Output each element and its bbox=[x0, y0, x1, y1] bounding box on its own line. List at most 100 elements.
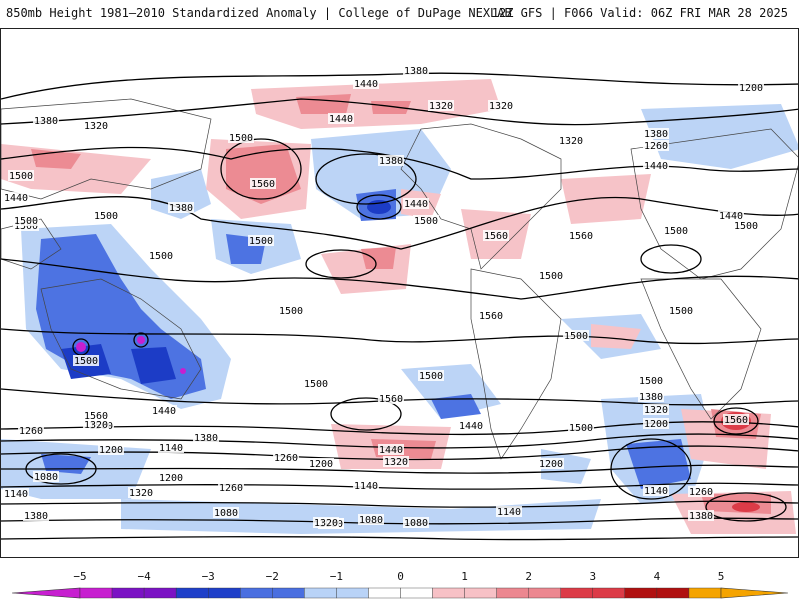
contour-label-bg bbox=[33, 471, 59, 482]
contour-label-bg bbox=[8, 170, 34, 181]
contour-label: 1500 bbox=[229, 133, 253, 144]
colorbar-segment bbox=[432, 587, 465, 599]
contour-label: 1500 bbox=[74, 356, 98, 367]
colorbar-segment bbox=[207, 587, 241, 599]
contour-label: 1200 bbox=[644, 419, 668, 430]
colorbar-tick-label: −1 bbox=[329, 570, 344, 583]
contour-label-bg bbox=[733, 220, 759, 231]
contour-label-bg bbox=[168, 202, 194, 213]
map-panel: 1380 1440 1320 1320 1200 1380 1320 1440 1320 1500… bbox=[0, 28, 799, 558]
contour-label: 1320 bbox=[84, 420, 108, 431]
contour-label: 1500 bbox=[279, 306, 303, 317]
colorbar-segment bbox=[400, 587, 433, 599]
contour-label-bg bbox=[313, 517, 339, 528]
colorbar-segment bbox=[656, 587, 690, 599]
contour-label-bg bbox=[148, 250, 174, 261]
contour-label-bg bbox=[378, 155, 404, 166]
contour-label-bg bbox=[568, 230, 594, 241]
contour-label-bg bbox=[668, 305, 694, 316]
contour-label: 1320 bbox=[84, 121, 108, 132]
contour-label-bg bbox=[483, 230, 509, 241]
contour-label-bg bbox=[403, 198, 429, 209]
contour-label: 1320 bbox=[644, 405, 668, 416]
contour-label-bg bbox=[458, 420, 484, 431]
map-title: 850mb Height 1981–2010 Standardized Anom… bbox=[6, 6, 512, 20]
contour-label: 1380 bbox=[194, 433, 218, 444]
colorbar-extend-low bbox=[11, 587, 81, 599]
contour-label: 1560 bbox=[569, 231, 593, 242]
colorbar-segment bbox=[592, 587, 626, 599]
contour-label: 1380 bbox=[169, 203, 193, 214]
contour-label-bg bbox=[738, 82, 764, 93]
contour-label: 1560 bbox=[84, 411, 108, 422]
contour-label-bg bbox=[128, 487, 154, 498]
colorbar-segment bbox=[240, 587, 273, 599]
contour-label-bg bbox=[403, 517, 429, 528]
colorbar-tick-label: 2 bbox=[525, 570, 532, 583]
contour-label: 1320 bbox=[429, 101, 453, 112]
contour-label-bg bbox=[488, 100, 514, 111]
contour-label-bg bbox=[353, 480, 379, 491]
contour-label: 1500 bbox=[569, 423, 593, 434]
contour-label-bg bbox=[328, 113, 354, 124]
contour-label: 1380 bbox=[24, 511, 48, 522]
contour-label-bg bbox=[428, 100, 454, 111]
contour-label: 1380 bbox=[379, 156, 403, 167]
contour-label: 1440 bbox=[404, 199, 428, 210]
contour-label: 1380 bbox=[639, 392, 663, 403]
contour-label: 1080 bbox=[359, 515, 383, 526]
contour-label: 1500 bbox=[639, 376, 663, 387]
contour-label: 1200 bbox=[539, 459, 563, 470]
model-run-info: 12Z GFS | F066 Valid: 06Z FRI MAR 28 202… bbox=[491, 6, 788, 20]
contour-label: 1440 bbox=[4, 193, 28, 204]
contour-label: 1560 bbox=[724, 415, 748, 426]
contour-label-bg bbox=[403, 65, 429, 76]
contour-label-bg bbox=[250, 178, 276, 189]
contour-label: 1140 bbox=[354, 481, 378, 492]
contour-label-bg bbox=[496, 506, 522, 517]
contour-label: 1380 bbox=[404, 66, 428, 77]
colorbar-segment bbox=[272, 587, 305, 599]
contour-label: 1200 bbox=[309, 459, 333, 470]
contour-label-bg bbox=[643, 140, 669, 151]
colorbar-segment bbox=[368, 587, 401, 599]
contour-label: 1500 bbox=[664, 226, 688, 237]
contour-label: 1500 bbox=[564, 331, 588, 342]
contour-label-bg bbox=[23, 510, 49, 521]
contour-label: 1500 bbox=[419, 371, 443, 382]
contour-label: 1080 bbox=[404, 518, 428, 529]
contour-label: 1440 bbox=[459, 421, 483, 432]
contour-label: 1320 bbox=[314, 518, 338, 529]
contour-label-bg bbox=[643, 404, 669, 415]
contour-label: 1320 bbox=[489, 101, 513, 112]
contour-label-bg bbox=[93, 210, 119, 221]
colorbar-scale bbox=[11, 587, 789, 599]
contour-label-bg bbox=[568, 422, 594, 433]
contour-label-bg bbox=[83, 120, 109, 131]
contour-label-bg bbox=[563, 330, 589, 341]
contour-label: 1440 bbox=[719, 211, 743, 222]
colorbar-tick-label: −5 bbox=[73, 570, 87, 583]
contour-label-bg bbox=[643, 418, 669, 429]
contour-label: 1200 bbox=[99, 445, 123, 456]
contour-label-bg bbox=[3, 488, 29, 499]
contour-label: 1500 bbox=[14, 221, 38, 232]
contour-label-bg bbox=[383, 456, 409, 467]
contour-label: 1500 bbox=[94, 211, 118, 222]
colorbar-segment bbox=[464, 587, 497, 599]
contour-label: 1140 bbox=[159, 443, 183, 454]
contour-label-bg bbox=[643, 128, 669, 139]
contour-label: 1500 bbox=[414, 216, 438, 227]
contour-label-bg bbox=[83, 419, 109, 430]
colorbar-segment bbox=[304, 587, 337, 599]
contour-label-bg bbox=[73, 355, 99, 366]
contour-label: 1380 bbox=[34, 116, 58, 127]
colorbar-tick-label: 4 bbox=[653, 570, 661, 583]
contour-label-bg bbox=[278, 305, 304, 316]
contour-label: 1440 bbox=[152, 406, 176, 417]
contour-label-bg bbox=[248, 235, 274, 246]
weather-map: 1380 1440 1320 1320 1200 1380 1320 1440 1320 1500… bbox=[1, 65, 798, 541]
contour-label-bg bbox=[308, 458, 334, 469]
contour-label: 1260 bbox=[274, 453, 298, 464]
colorbar-segment bbox=[496, 587, 529, 599]
